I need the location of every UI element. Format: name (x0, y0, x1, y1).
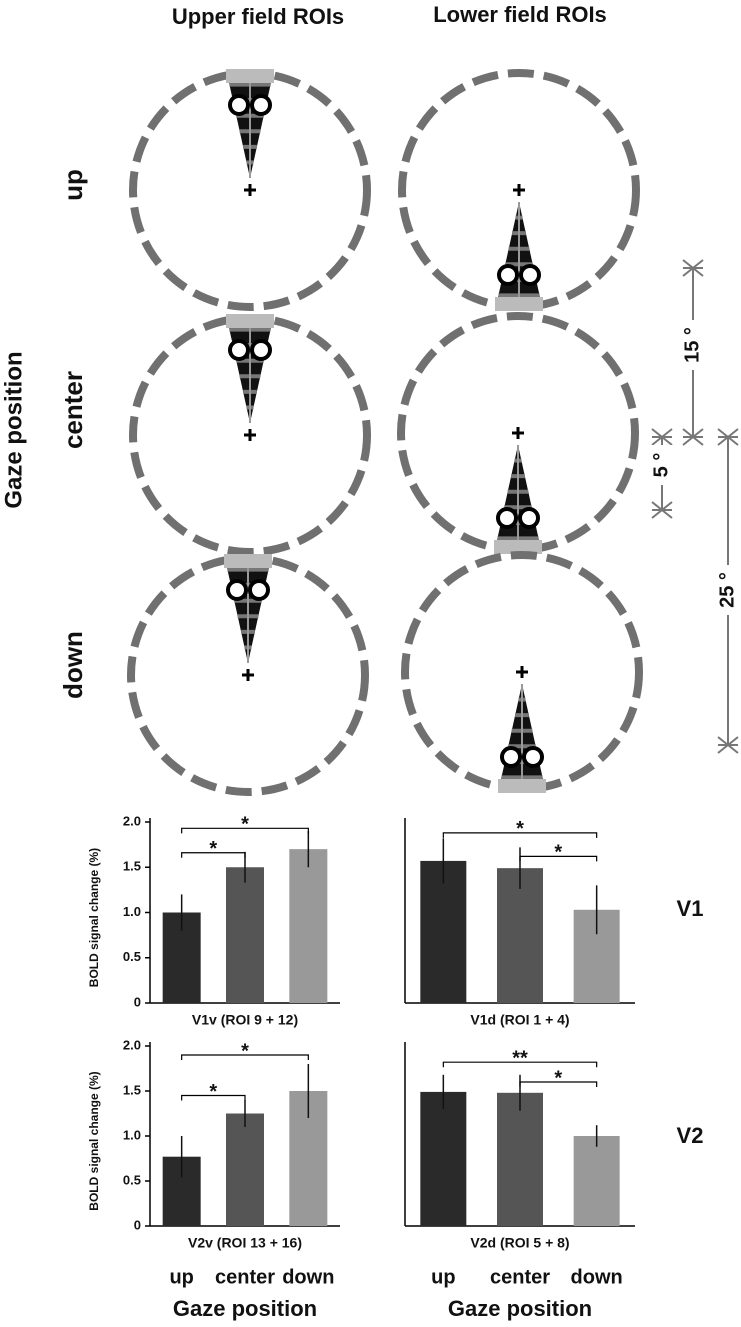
significance-bracket (181, 827, 309, 834)
roi-marker (228, 94, 250, 116)
bar (226, 867, 264, 1003)
fixation (513, 184, 525, 196)
bar (420, 860, 467, 1003)
fixation (242, 669, 254, 681)
bar (497, 1092, 543, 1226)
wedge-end (494, 540, 542, 554)
significance-label: * (554, 1067, 562, 1089)
y-tick-label: 1.5 (123, 859, 141, 874)
scale-cap (717, 736, 739, 754)
y-tick-label: 0 (134, 994, 141, 1009)
roi-marker (250, 339, 272, 361)
roi-marker (497, 264, 519, 286)
row-label: up (58, 169, 88, 201)
x-axis-label: Gaze position (448, 1296, 592, 1321)
fixation (244, 184, 256, 196)
significance-bracket (181, 1094, 246, 1101)
x-tick-label: center (215, 1266, 275, 1288)
label-bg (683, 320, 703, 370)
roi-marker (248, 579, 270, 601)
label-bg (718, 565, 738, 615)
column-title: Upper field ROIs (172, 4, 344, 29)
side-label: Gaze position (0, 351, 27, 508)
significance-bracket (442, 832, 598, 838)
x-tick-label: down (282, 1266, 334, 1288)
bar (497, 868, 543, 1003)
significance-label: * (516, 818, 524, 840)
significance-bracket (519, 855, 598, 862)
y-tick-label: 1.5 (123, 1082, 141, 1097)
significance-label: * (554, 842, 562, 864)
area-label: V2 (677, 1123, 704, 1148)
y-tick-label: 1.0 (123, 1127, 141, 1142)
significance-bracket (181, 1054, 309, 1060)
significance-label: * (209, 1081, 217, 1103)
y-tick-label: 0.5 (123, 949, 141, 964)
y-tick-label: 2.0 (123, 1037, 141, 1052)
wedge-end (495, 297, 543, 311)
y-axis-label: BOLD signal change (%) (87, 848, 101, 987)
wedge-end (226, 69, 274, 83)
scale-label: 25 ° (716, 572, 738, 608)
roi-marker (518, 507, 540, 529)
bar (226, 1113, 264, 1226)
scale-label: 5 ° (650, 453, 672, 478)
wedge-end (498, 779, 546, 793)
bar (420, 1091, 467, 1226)
significance-label: ** (512, 1047, 528, 1069)
wedge-end (224, 554, 272, 568)
scale-cap (651, 428, 673, 446)
scale-cap (717, 428, 739, 446)
chart-title: V2v (ROI 13 + 16) (188, 1235, 302, 1251)
fixation (244, 429, 256, 441)
bar (573, 1136, 620, 1226)
row-label: center (58, 371, 88, 449)
scale-cap (682, 428, 704, 446)
x-tick-label: down (571, 1266, 623, 1288)
chart-title: V2d (ROI 5 + 8) (470, 1235, 569, 1251)
y-tick-label: 2.0 (123, 813, 141, 828)
x-tick-label: up (431, 1266, 455, 1288)
y-tick-label: 0.5 (123, 1172, 141, 1187)
roi-marker (496, 507, 518, 529)
significance-bracket (181, 852, 246, 858)
roi-marker (226, 579, 248, 601)
roi-marker (250, 94, 272, 116)
y-axis-label: BOLD signal change (%) (87, 1071, 101, 1210)
bar (289, 849, 328, 1003)
row-label: down (58, 631, 88, 699)
column-title: Lower field ROIs (433, 2, 607, 27)
roi-marker (519, 264, 541, 286)
chart-title: V1v (ROI 9 + 12) (192, 1012, 298, 1028)
significance-label: * (241, 1040, 249, 1062)
fixation (512, 427, 524, 439)
y-tick-label: 0 (134, 1217, 141, 1232)
roi-marker (500, 746, 522, 768)
significance-bracket (442, 1061, 598, 1068)
scale-label: 15 ° (681, 327, 703, 363)
x-axis-label: Gaze position (173, 1296, 317, 1321)
chart-title: V1d (ROI 1 + 4) (470, 1012, 569, 1028)
significance-label: * (241, 814, 249, 836)
fixation (516, 666, 528, 678)
y-tick-label: 1.0 (123, 904, 141, 919)
roi-marker (228, 339, 250, 361)
roi-marker (522, 746, 544, 768)
significance-bracket (519, 1081, 598, 1087)
significance-label: * (209, 838, 217, 860)
label-bg (652, 445, 672, 485)
x-tick-label: up (169, 1266, 193, 1288)
wedge-end (226, 314, 274, 328)
x-tick-label: center (490, 1266, 550, 1288)
scale-cap (651, 501, 673, 519)
area-label: V1 (677, 896, 704, 921)
scale-cap (682, 259, 704, 277)
